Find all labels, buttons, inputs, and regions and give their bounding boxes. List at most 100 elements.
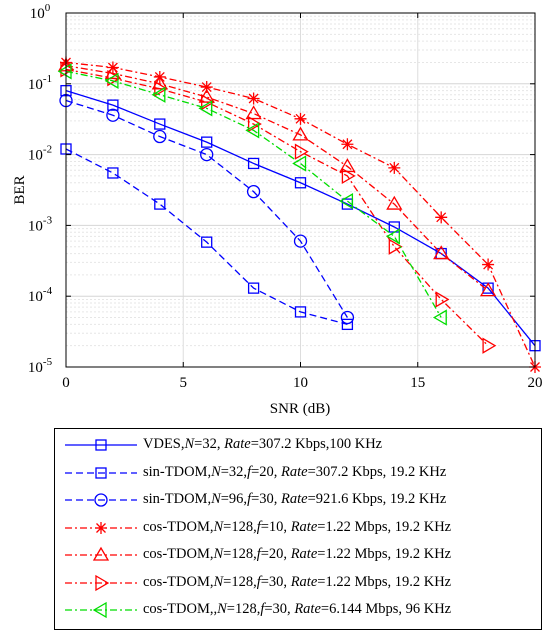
data-point [341,318,354,331]
legend: VDES,N=32, Rate=307.2 Kbps,100 KHz sin-TD… [54,428,542,630]
data-point [245,122,260,139]
data-point [247,282,260,294]
series-7 [57,63,447,326]
x-tick-label: 10 [293,375,308,391]
data-point [386,228,400,245]
data-point [294,306,307,318]
series-6 [60,61,497,354]
data-point [201,236,213,248]
data-point [482,258,495,271]
data-point [388,238,403,255]
data-point [341,167,356,185]
legend-label: cos-TDOM,,N=128,f=30, Rate=6.144 Mbps, 9… [143,601,452,617]
legend-marker [95,574,110,591]
data-point [432,309,447,326]
series-line [65,65,489,292]
legend-marker [95,521,107,534]
data-point [57,63,72,80]
legend-label: VDES,N=32, Rate=307.2 Kbps,100 KHz [143,436,383,452]
legend-label: sin-TDOM,N=96,f=30, Rate=921.6 Kbps, 19.… [143,491,447,507]
x-tick-label: 15 [410,375,425,391]
legend-swatch [65,493,137,507]
data-point [200,81,213,94]
legend-swatch [65,439,137,451]
data-point [154,118,166,130]
data-point [60,61,75,78]
data-point [341,138,354,151]
legend-entry: cos-TDOM,N=128,f=10, Rate=1.22 Mbps, 19.… [55,517,541,539]
legend-marker [95,439,107,451]
data-point [388,161,401,174]
data-point [247,157,260,170]
y-tick-label: 10-4 [28,285,53,305]
data-point [200,147,214,162]
data-point [386,195,403,210]
data-point [482,337,497,354]
legend-entry: sin-TDOM,N=96,f=30, Rate=921.6 Kbps, 19.… [55,489,541,511]
data-point [154,198,166,210]
data-point [246,184,261,199]
legend-marker [92,601,107,619]
legend-swatch [65,574,137,591]
y-tick-label: 10-1 [28,73,52,93]
data-point [107,167,119,179]
data-point [292,126,309,141]
data-point [245,105,262,120]
data-point [294,143,309,160]
series-line [65,90,536,347]
data-point [247,92,260,105]
data-point [294,112,307,125]
x-tick-label: 20 [528,375,543,391]
y-tick-label: 10-3 [28,214,53,234]
legend-label: sin-TDOM,N=32,f=20, Rate=307.2 Kbps, 19.… [143,463,447,480]
x-axis-label: SNR (dB) [270,401,330,417]
series-line [65,68,489,347]
x-tick-label: 0 [62,375,70,391]
data-point [294,177,307,189]
series-group [57,56,541,373]
data-point [151,86,166,103]
ber-chart: 0 5 10 15 20 10-5 10-4 10-3 10-2 10-1 100 SNR (dB)… [12,2,543,417]
x-tick-label: 5 [180,375,188,391]
y-tick-label: 100 [30,2,51,22]
data-point [106,108,120,122]
data-point [292,155,307,172]
data-point [107,99,119,111]
legend-entry: cos-TDOM,N=128,f=20, Rate=1.22 Mbps, 19.… [55,544,541,566]
legend-entry: VDES,N=32, Rate=307.2 Kbps,100 KHz [55,434,541,456]
legend-label: cos-TDOM,N=128,f=20, Rate=1.22 Mbps, 19.… [143,546,452,562]
legend-marker [94,493,108,507]
data-point [154,80,169,97]
data-point [435,291,450,308]
legend-marker [95,466,107,479]
legend-entry: sin-TDOM,N=32,f=20, Rate=307.2 Kbps, 19.… [55,462,541,484]
series-line [65,148,348,325]
data-point [153,129,167,144]
legend-entry: cos-TDOM,N=128,f=30, Rate=1.22 Mbps, 19.… [55,572,541,594]
data-point [339,193,354,210]
data-point [433,245,450,260]
legend-swatch [65,521,137,534]
legend-marker [92,546,110,561]
series-3 [59,93,355,325]
data-point [104,72,119,90]
axis-ticks: 0 5 10 15 20 10-5 10-4 10-3 10-2 10-1 100 [28,2,543,391]
legend-swatch [65,601,137,619]
legend-swatch [65,466,137,479]
data-point [340,310,355,325]
data-point [247,115,262,133]
y-tick-label: 10-2 [28,144,52,164]
y-tick-label: 10-5 [28,356,53,376]
legend-swatch [65,546,137,561]
data-point [198,100,213,117]
series-line [65,99,348,318]
data-point [435,211,448,224]
y-axis-label: BER [12,175,28,204]
data-point [201,136,213,148]
legend-label: cos-TDOM,N=128,f=30, Rate=1.22 Mbps, 19.… [143,573,452,590]
legend-entry: cos-TDOM,,N=128,f=30, Rate=6.144 Mbps, 9… [55,599,541,621]
data-point [479,282,497,297]
legend-label: cos-TDOM,N=128,f=10, Rate=1.22 Mbps, 19.… [143,518,452,535]
data-point [293,234,308,248]
series-line [65,70,442,318]
